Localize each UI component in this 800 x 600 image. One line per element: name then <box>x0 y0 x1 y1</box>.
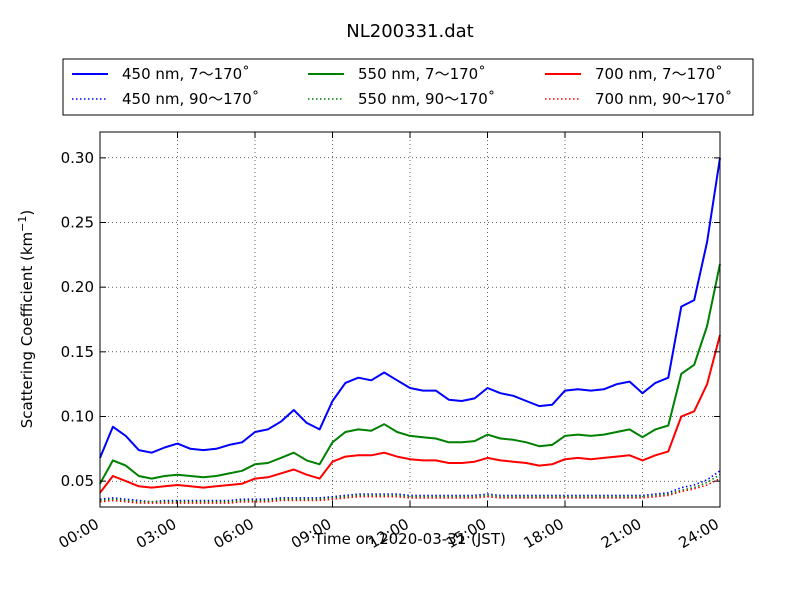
series-550nm-90-170 <box>99 474 721 503</box>
y-tick-label: 0.05 <box>61 472 94 490</box>
y-tick-label: 0.15 <box>61 343 94 361</box>
y-axis-label-suffix: ) <box>18 210 36 216</box>
legend: 450 nm, 7～170˚ 550 nm, 7～170˚ 700 nm, 7～17… <box>62 58 754 116</box>
series-700nm-7-170 <box>99 334 721 494</box>
y-tick-label: 0.20 <box>61 278 94 296</box>
x-tick-label: 03:00 <box>133 515 179 552</box>
series-450nm-7-170 <box>99 157 721 459</box>
x-tick-label: 06:00 <box>211 515 257 552</box>
x-axis: 00:00 03:00 06:00 09:00 12:00 15:00 18:00 21:00… <box>56 132 722 552</box>
legend-items: 450 nm, 7～170˚ 550 nm, 7～170˚ 700 nm, 7～17… <box>72 65 732 108</box>
legend-label: 450 nm, 90～170˚ <box>122 90 259 108</box>
legend-label: 700 nm, 7～170˚ <box>595 65 723 83</box>
series-layer <box>99 157 721 504</box>
y-axis-label-main: Scattering Coefficient (km <box>18 232 36 428</box>
legend-label: 550 nm, 7～170˚ <box>358 65 486 83</box>
y-axis: 0.05 0.10 0.15 0.20 0.25 0.30 <box>61 149 720 490</box>
y-axis-label-exponent: −1 <box>16 216 29 232</box>
x-tick-label: 21:00 <box>598 515 644 552</box>
legend-label: 450 nm, 7～170˚ <box>122 65 250 83</box>
x-tick-label: 00:00 <box>56 515 102 552</box>
x-tick-label: 18:00 <box>521 515 567 552</box>
x-axis-label: Time on 2020-03-31 (JST) <box>313 530 506 548</box>
legend-label: 700 nm, 90～170˚ <box>595 90 732 108</box>
y-tick-label: 0.10 <box>61 407 94 425</box>
grid <box>99 132 721 507</box>
chart-title: NL200331.dat <box>346 21 473 42</box>
legend-box <box>62 58 754 116</box>
series-700nm-90-170 <box>99 477 721 504</box>
y-tick-label: 0.25 <box>61 214 94 232</box>
legend-label: 550 nm, 90～170˚ <box>358 90 495 108</box>
y-axis-label: Scattering Coefficient (km−1) <box>16 210 36 429</box>
series-550nm-7-170 <box>99 263 721 485</box>
x-tick-label: 24:00 <box>676 515 722 552</box>
y-tick-label: 0.30 <box>61 149 94 167</box>
